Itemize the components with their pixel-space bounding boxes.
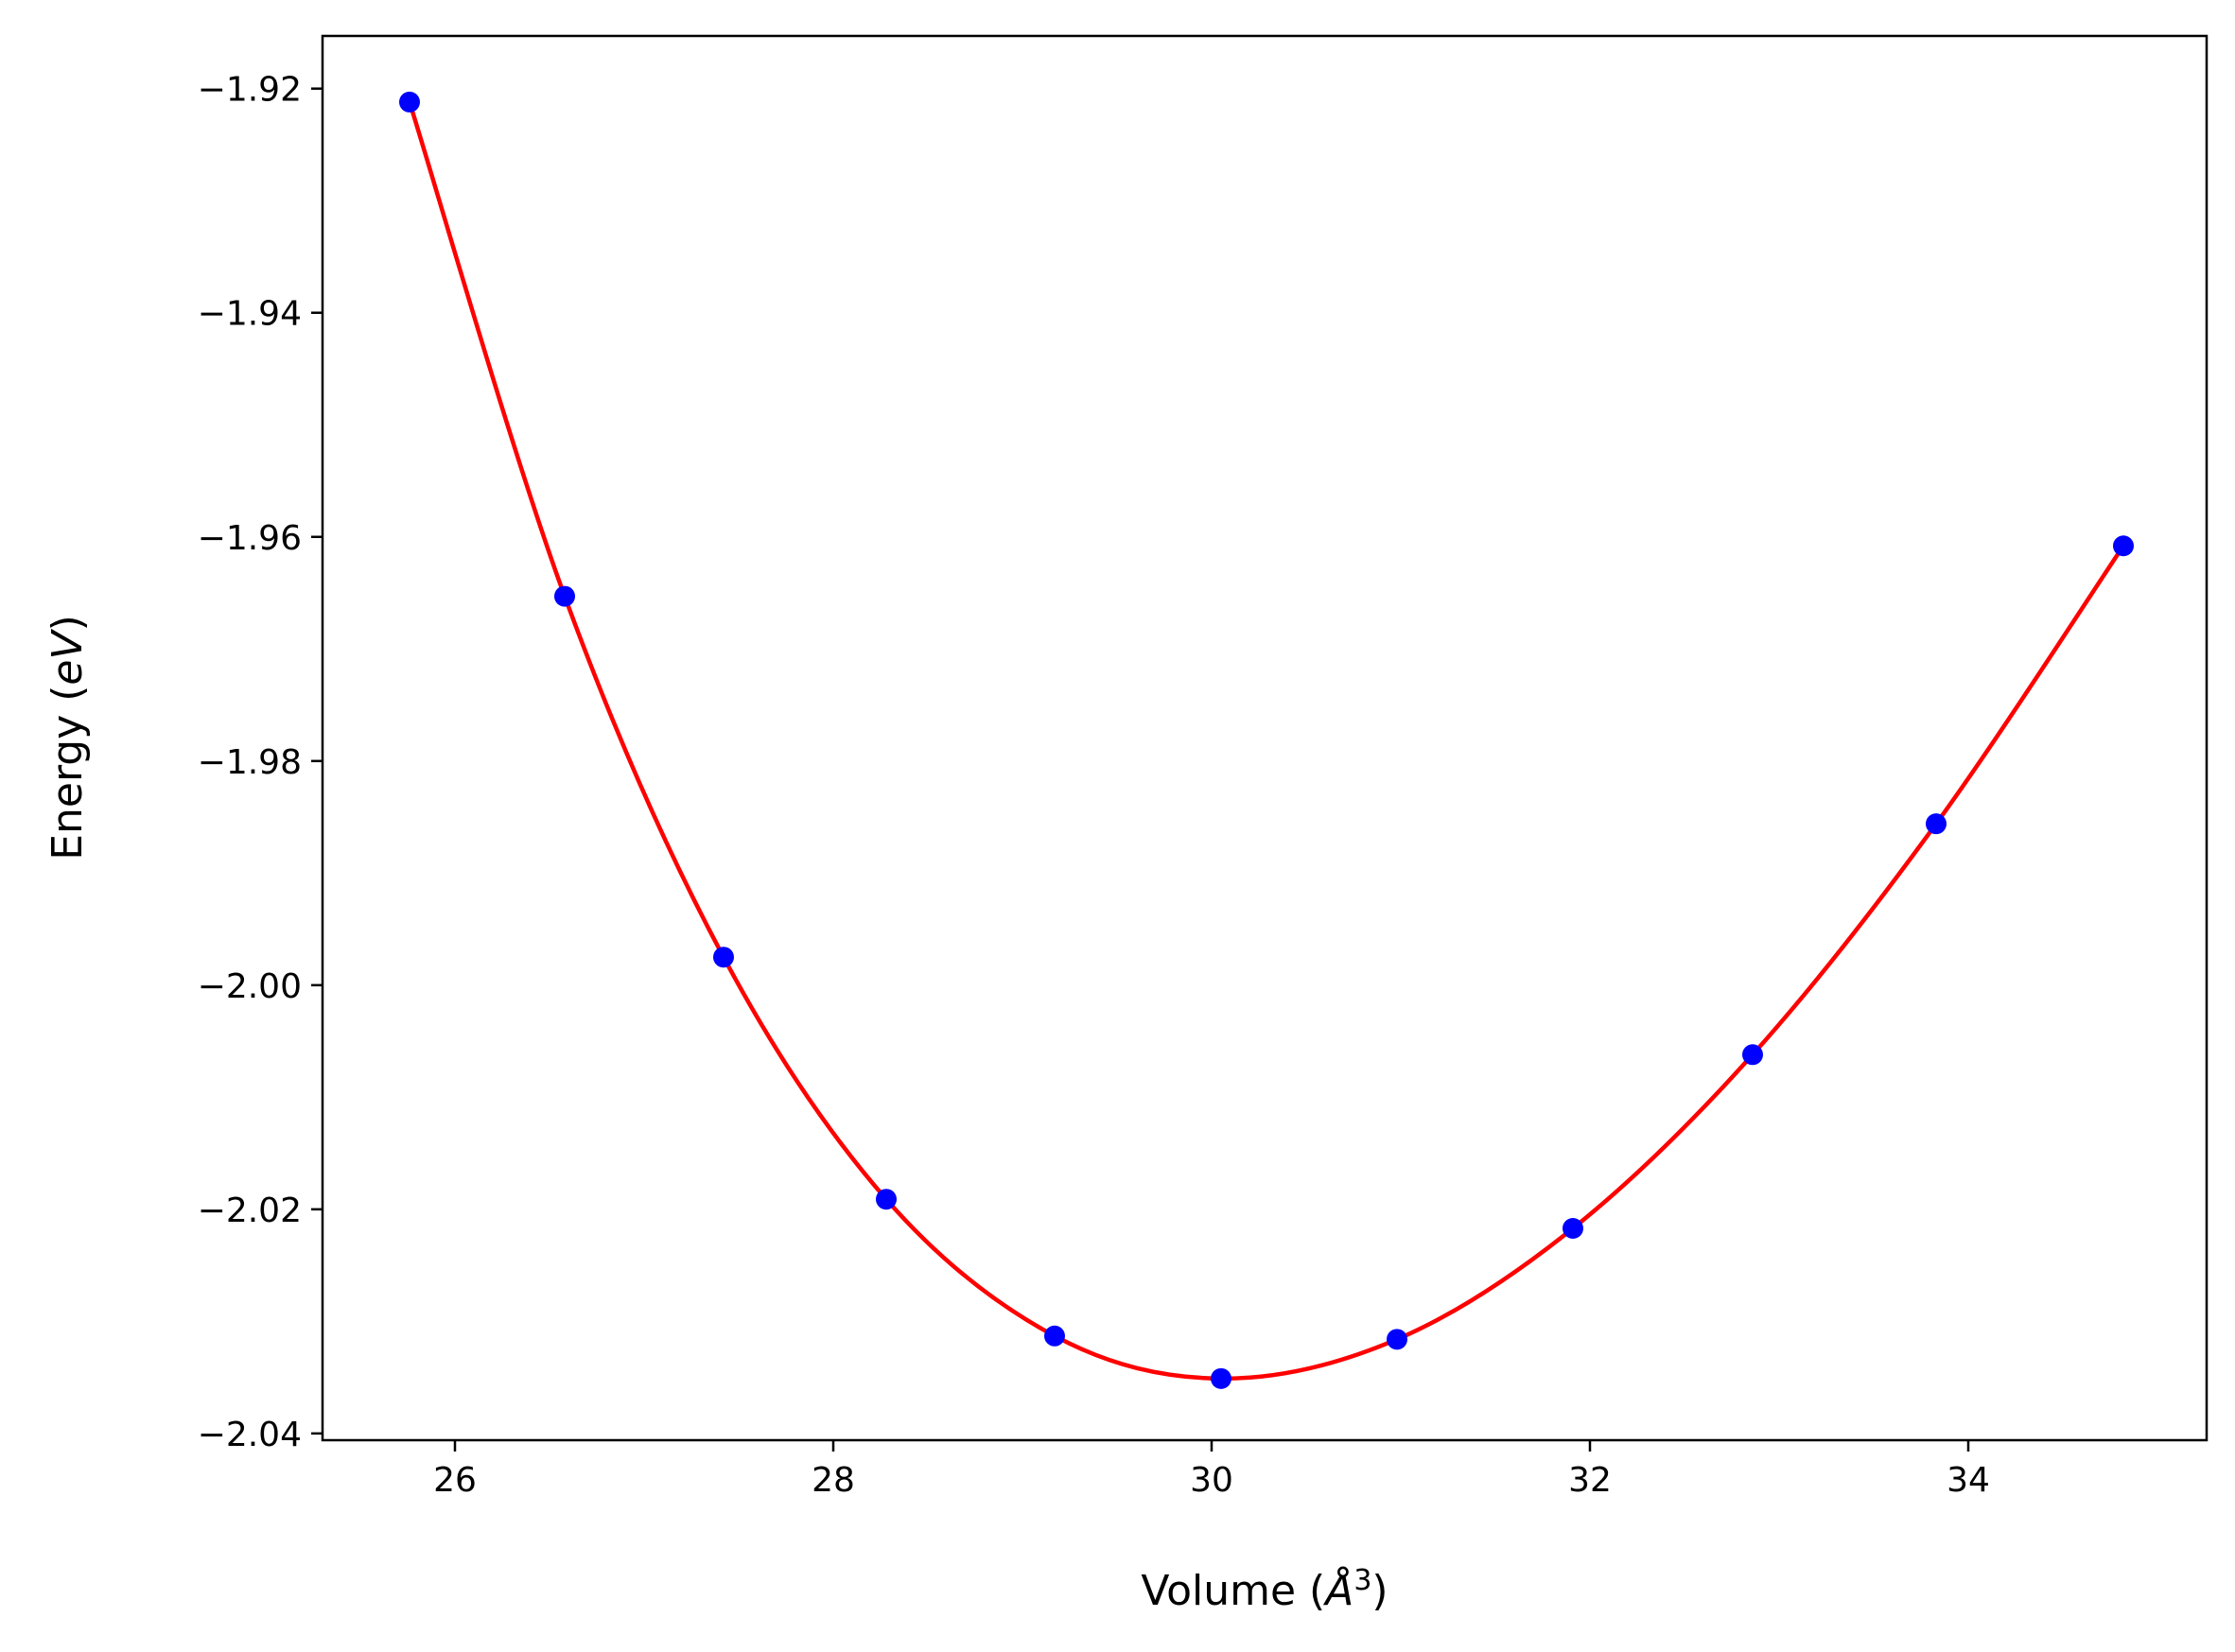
data-point <box>1742 1044 1763 1066</box>
y-tick-label: −1.96 <box>198 519 302 558</box>
data-point <box>1044 1325 1065 1347</box>
data-point <box>713 947 734 968</box>
y-axis-ticks: −1.92 −1.94 −1.96 −1.98 −2.00 −2.02 −2.04 <box>198 71 323 1454</box>
data-point <box>2113 535 2134 557</box>
y-tick-label: −2.00 <box>198 967 302 1006</box>
data-point <box>1926 813 1947 835</box>
data-point <box>876 1189 897 1210</box>
x-axis-label: Volume (Å3) <box>1141 1564 1388 1615</box>
data-point <box>1387 1329 1407 1350</box>
x-tick-label: 32 <box>1568 1461 1612 1500</box>
data-points <box>399 91 2134 1389</box>
y-tick-label: −1.98 <box>198 743 302 782</box>
x-tick-label: 26 <box>433 1461 477 1500</box>
data-point <box>554 585 575 607</box>
x-tick-label: 30 <box>1190 1461 1233 1500</box>
y-axis-label: Energy (eV) <box>44 615 92 861</box>
data-point <box>399 91 420 113</box>
x-tick-label: 34 <box>1947 1461 1990 1500</box>
fit-curve <box>407 101 2125 1382</box>
data-point <box>1211 1367 1231 1389</box>
x-axis-ticks: 26 28 30 32 34 <box>433 1440 1990 1500</box>
y-tick-label: −1.94 <box>198 295 302 334</box>
data-point <box>1563 1218 1583 1240</box>
y-tick-label: −1.92 <box>198 71 302 110</box>
plot-frame <box>321 34 2209 1442</box>
y-tick-label: −2.02 <box>198 1191 302 1230</box>
y-tick-label: −2.04 <box>198 1416 302 1454</box>
x-tick-label: 28 <box>812 1461 855 1500</box>
